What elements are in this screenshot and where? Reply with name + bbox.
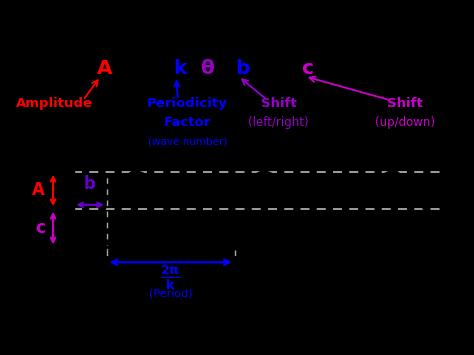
Text: A: A <box>97 59 113 78</box>
Text: Periodicity: Periodicity <box>147 97 228 110</box>
Text: Shift: Shift <box>261 97 297 110</box>
Text: (wave number): (wave number) <box>147 137 227 147</box>
Text: c: c <box>35 219 45 237</box>
Text: b: b <box>236 59 250 78</box>
Text: (left/right): (left/right) <box>248 116 309 129</box>
Text: θ: θ <box>200 59 214 78</box>
Text: $\mathbf{\frac{2\pi}{k}}$: $\mathbf{\frac{2\pi}{k}}$ <box>160 264 181 292</box>
Text: (: ( <box>186 59 200 77</box>
Text: Amplitude: Amplitude <box>16 97 93 110</box>
Text: Shift: Shift <box>387 97 423 110</box>
Text: c: c <box>301 59 313 78</box>
Text: Factor: Factor <box>164 116 211 129</box>
Text: ) ] +: ) ] + <box>246 59 295 77</box>
Text: (Period): (Period) <box>149 288 192 298</box>
Text: A: A <box>32 181 45 200</box>
Text: k: k <box>173 59 186 78</box>
Text: y =: y = <box>55 59 92 77</box>
Text: (up/down): (up/down) <box>375 116 435 129</box>
Text: sin [: sin [ <box>121 59 175 77</box>
Text: b: b <box>84 175 96 192</box>
Text: -: - <box>216 59 235 77</box>
